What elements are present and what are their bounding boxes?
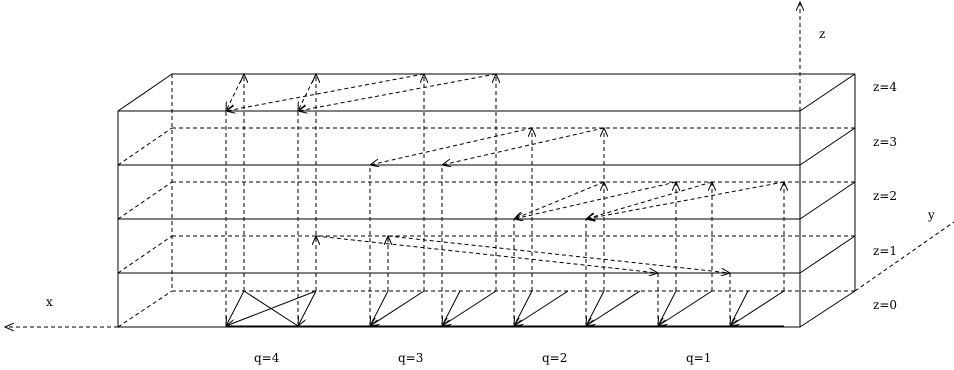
group-label-q2: q=2 [542, 351, 567, 365]
level-label-z3: z=3 [873, 135, 897, 149]
level-label-z2: z=2 [873, 189, 897, 203]
base-arrows [226, 290, 785, 326]
x-axis-label: x [46, 295, 53, 309]
level-planes [117, 127, 856, 274]
group-label-q4: q=4 [254, 351, 280, 365]
axes [5, 2, 954, 327]
axis-labels: x y z [46, 27, 935, 309]
y-axis-label: y [927, 208, 935, 222]
vertical-lifts [225, 74, 784, 326]
level-label-z0: z=0 [873, 298, 897, 312]
z-axis-label: z [819, 27, 825, 41]
group-label-q3: q=3 [398, 351, 423, 365]
level-labels: z=4 z=3 z=2 z=1 z=0 [873, 80, 897, 312]
box-frame [117, 73, 856, 328]
level-label-z4: z=4 [873, 80, 897, 94]
group-labels: q=4 q=3 q=2 q=1 [254, 351, 711, 365]
transfer-arrows [226, 73, 785, 273]
y-axis [854, 221, 954, 292]
level-label-z1: z=1 [873, 244, 897, 258]
group-label-q1: q=1 [686, 351, 711, 365]
